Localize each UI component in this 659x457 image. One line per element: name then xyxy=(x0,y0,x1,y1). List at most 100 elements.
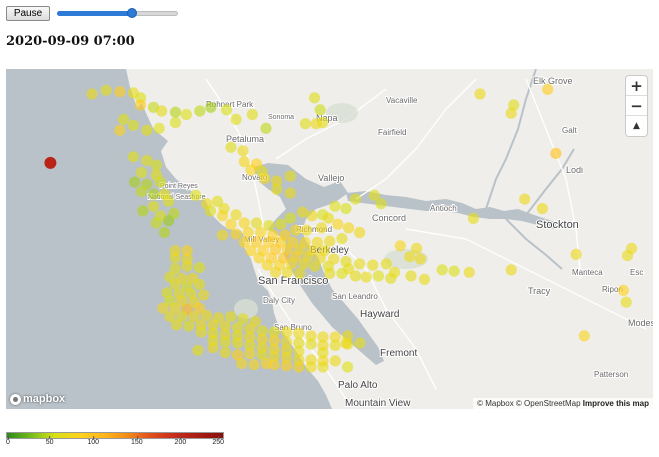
sensor-point[interactable] xyxy=(150,159,162,171)
sensor-point[interactable] xyxy=(237,313,249,325)
sensor-point[interactable] xyxy=(329,331,341,343)
sensor-point[interactable] xyxy=(225,141,237,153)
sensor-point[interactable] xyxy=(404,251,416,263)
sensor-point[interactable] xyxy=(248,359,260,371)
sensor-point[interactable] xyxy=(190,189,202,201)
sensor-point[interactable] xyxy=(375,198,387,210)
time-slider[interactable] xyxy=(57,8,178,18)
sensor-point[interactable] xyxy=(311,236,323,248)
sensor-point[interactable] xyxy=(542,83,554,95)
sensor-point[interactable] xyxy=(232,349,244,361)
sensor-point[interactable] xyxy=(275,218,287,230)
sensor-point[interactable] xyxy=(127,151,139,163)
sensor-point[interactable] xyxy=(298,258,310,270)
sensor-point[interactable] xyxy=(230,113,242,125)
sensor-point[interactable] xyxy=(329,355,341,367)
sensor-point[interactable] xyxy=(147,200,160,212)
sensor-point[interactable] xyxy=(389,266,401,278)
sensor-point[interactable] xyxy=(314,104,326,116)
sensor-point[interactable] xyxy=(260,357,272,370)
sensor-point[interactable] xyxy=(309,260,321,272)
sensor-point[interactable] xyxy=(141,154,153,167)
sensor-point[interactable] xyxy=(505,107,517,119)
sensor-point[interactable] xyxy=(238,236,250,248)
sensor-point[interactable] xyxy=(255,226,267,239)
sensor-point[interactable] xyxy=(148,188,160,200)
sensor-point[interactable] xyxy=(329,339,341,351)
sensor-point[interactable] xyxy=(44,156,57,169)
sensor-point[interactable] xyxy=(135,186,148,198)
sensor-point[interactable] xyxy=(315,222,328,234)
sensor-point[interactable] xyxy=(100,84,112,96)
sensor-point[interactable] xyxy=(256,349,268,361)
sensor-point[interactable] xyxy=(305,330,317,342)
sensor-point[interactable] xyxy=(244,323,256,335)
slider-thumb[interactable] xyxy=(127,8,138,18)
sensor-point[interactable] xyxy=(169,106,182,118)
sensor-point[interactable] xyxy=(181,253,193,265)
sensor-point[interactable] xyxy=(193,278,206,290)
sensor-point[interactable] xyxy=(194,105,206,117)
sensor-point[interactable] xyxy=(207,342,219,354)
sensor-point[interactable] xyxy=(294,267,306,279)
sensor-point[interactable] xyxy=(284,187,296,199)
sensor-point[interactable] xyxy=(290,224,302,236)
sensor-point[interactable] xyxy=(207,319,219,331)
sensor-point[interactable] xyxy=(293,361,305,373)
sensor-point[interactable] xyxy=(259,172,271,184)
sensor-point[interactable] xyxy=(268,334,280,347)
sensor-point[interactable] xyxy=(183,320,195,332)
sensor-point[interactable] xyxy=(261,259,273,271)
sensor-point[interactable] xyxy=(238,156,250,168)
sensor-point[interactable] xyxy=(314,252,326,264)
sensor-point[interactable] xyxy=(301,224,313,236)
sensor-point[interactable] xyxy=(135,167,148,179)
sensor-point[interactable] xyxy=(281,243,293,256)
sensor-point[interactable] xyxy=(193,302,206,314)
sensor-point[interactable] xyxy=(244,348,256,360)
sensor-point[interactable] xyxy=(200,309,212,321)
sensor-point[interactable] xyxy=(329,200,341,212)
sensor-point[interactable] xyxy=(519,193,531,205)
sensor-point[interactable] xyxy=(349,193,362,205)
improve-map-link[interactable]: Improve this map xyxy=(582,399,649,408)
sensor-point[interactable] xyxy=(308,92,321,104)
sensor-point[interactable] xyxy=(256,325,268,337)
sensor-point[interactable] xyxy=(372,270,385,282)
sensor-point[interactable] xyxy=(550,147,562,159)
sensor-point[interactable] xyxy=(244,331,256,343)
sensor-point[interactable] xyxy=(281,266,293,278)
sensor-point[interactable] xyxy=(150,217,162,229)
sensor-point[interactable] xyxy=(297,206,309,218)
sensor-point[interactable] xyxy=(180,108,192,121)
sensor-point[interactable] xyxy=(236,357,248,370)
sensor-point[interactable] xyxy=(305,338,317,350)
sensor-point[interactable] xyxy=(617,284,630,296)
sensor-point[interactable] xyxy=(176,295,188,307)
sensor-point[interactable] xyxy=(188,311,200,323)
attribution-mapbox-link[interactable]: © Mapbox xyxy=(477,399,514,408)
sensor-point[interactable] xyxy=(405,270,417,282)
sensor-point[interactable] xyxy=(230,209,242,221)
sensor-point[interactable] xyxy=(418,273,431,285)
sensor-point[interactable] xyxy=(505,264,517,276)
sensor-point[interactable] xyxy=(380,258,392,270)
sensor-point[interactable] xyxy=(299,118,311,130)
sensor-point[interactable] xyxy=(354,337,366,349)
sensor-point[interactable] xyxy=(192,344,204,356)
mapbox-logo[interactable]: mapbox xyxy=(10,393,65,405)
sensor-point[interactable] xyxy=(153,122,165,134)
sensor-point[interactable] xyxy=(164,311,176,323)
sensor-point[interactable] xyxy=(284,170,296,182)
sensor-point[interactable] xyxy=(169,302,181,314)
sensor-point[interactable] xyxy=(205,101,217,113)
sensor-point[interactable] xyxy=(332,218,344,230)
sensor-point[interactable] xyxy=(129,176,141,188)
pause-button[interactable]: Pause xyxy=(6,6,50,21)
sensor-point[interactable] xyxy=(354,226,366,239)
sensor-point[interactable] xyxy=(250,236,263,248)
sensor-point[interactable] xyxy=(114,124,126,136)
sensor-point[interactable] xyxy=(349,270,362,282)
sensor-point[interactable] xyxy=(317,116,329,129)
sensor-point[interactable] xyxy=(394,240,406,252)
